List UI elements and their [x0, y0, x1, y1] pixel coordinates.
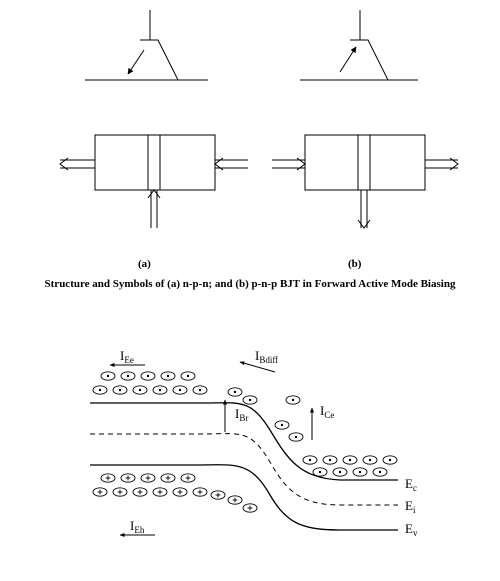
svg-text:Ei: Ei [405, 498, 416, 515]
figure-caption: Structure and Symbols of (a) n-p-n; and … [0, 278, 500, 290]
svg-text:IBdiff: IBdiff [255, 348, 278, 365]
svg-text:IBr: IBr [235, 406, 248, 423]
svg-text:IEh: IEh [130, 518, 145, 535]
sub-label-a: (a) [138, 258, 151, 270]
svg-text:ICe: ICe [320, 403, 334, 420]
svg-text:Ev: Ev [405, 521, 418, 538]
svg-text:IEe: IEe [120, 348, 134, 365]
svg-text:Ec: Ec [405, 476, 417, 493]
sub-label-b: (b) [348, 258, 361, 270]
